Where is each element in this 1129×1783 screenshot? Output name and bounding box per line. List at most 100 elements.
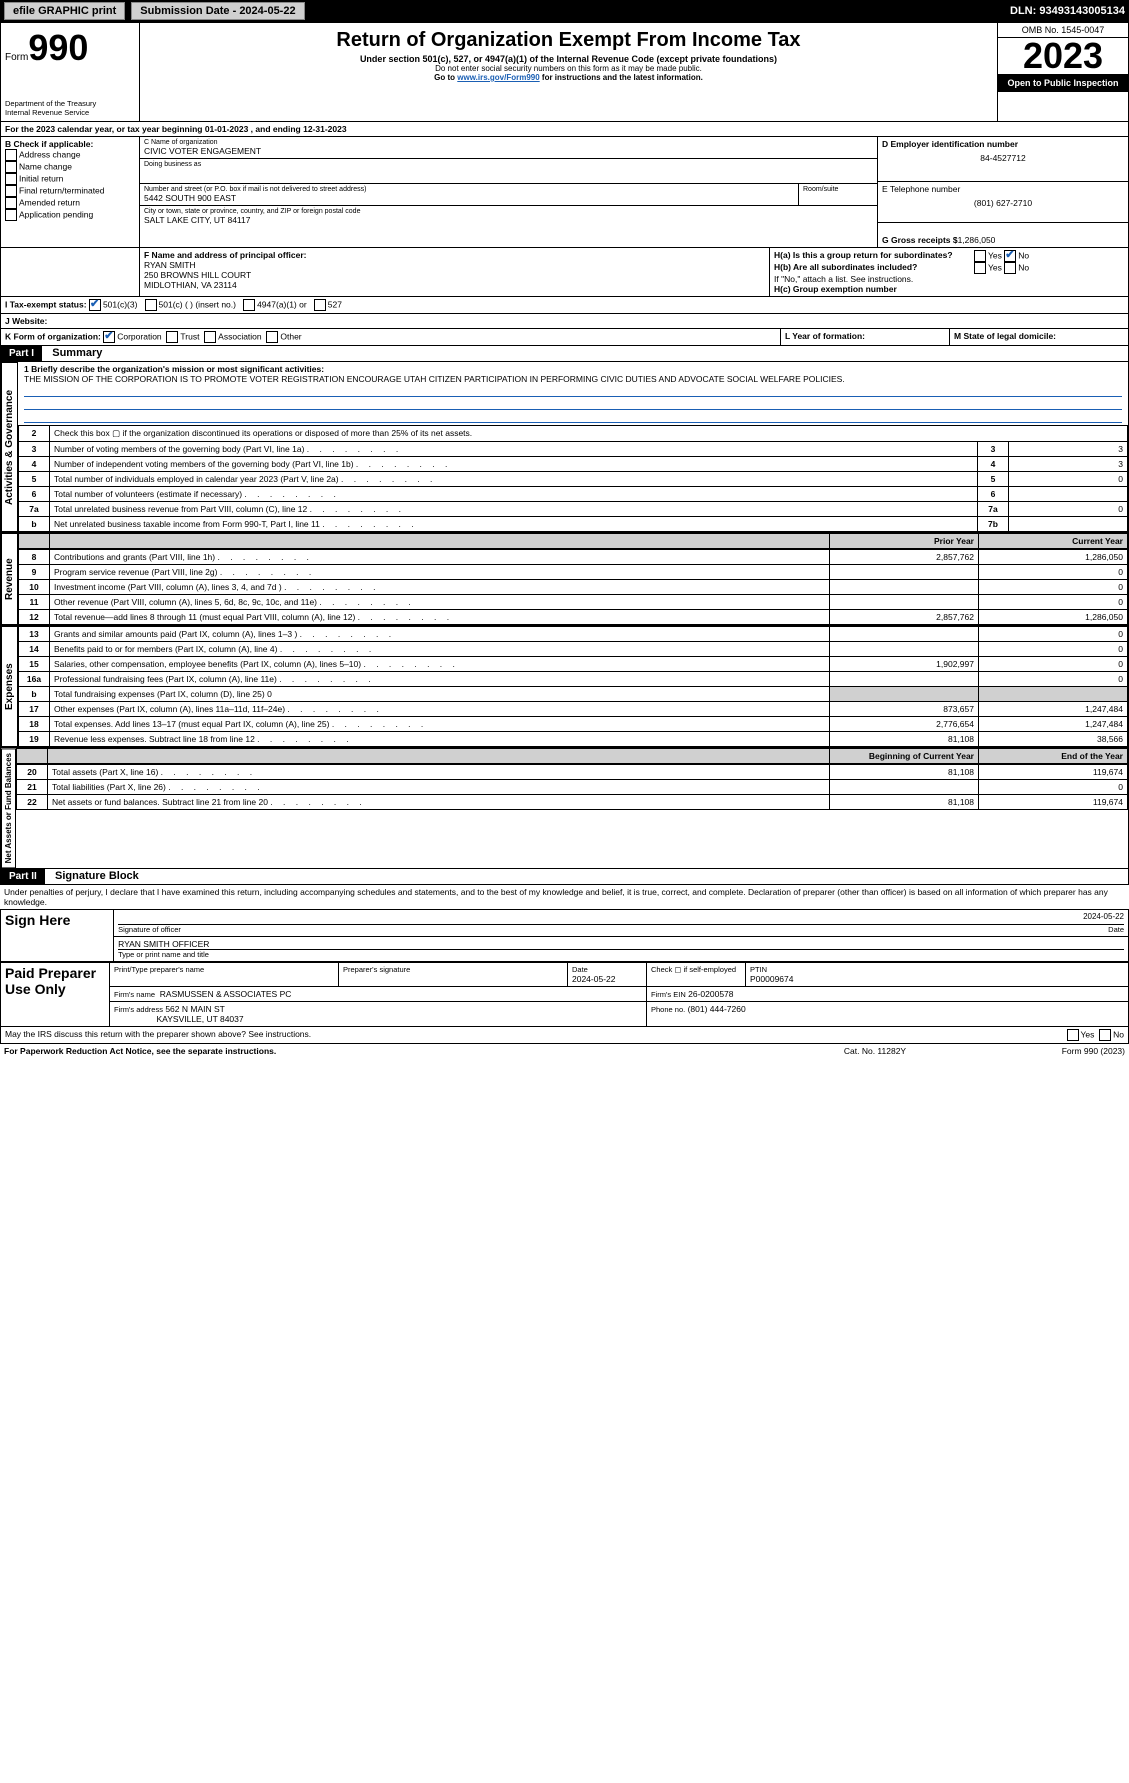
firm-name: RASMUSSEN & ASSOCIATES PC: [160, 989, 292, 999]
org-city: SALT LAKE CITY, UT 84117: [144, 215, 873, 225]
section-revenue: Revenue: [1, 533, 18, 625]
current-year-header: Current Year: [979, 534, 1128, 549]
checkbox-initial-return[interactable]: [5, 173, 17, 185]
open-inspection: Open to Public Inspection: [998, 74, 1128, 92]
ein-label: D Employer identification number: [882, 139, 1124, 149]
checkbox-name-change[interactable]: [5, 161, 17, 173]
part2-sub: Signature Block: [47, 870, 139, 882]
website-label: J Website:: [5, 316, 47, 326]
ein-value: 84-4527712: [882, 153, 1124, 163]
phone-value: (801) 627-2710: [882, 198, 1124, 208]
officer-signature: RYAN SMITH OFFICER: [118, 939, 1124, 950]
prep-name-label: Print/Type preparer's name: [114, 965, 334, 974]
phone-label: E Telephone number: [882, 184, 1124, 194]
perjury-declaration: Under penalties of perjury, I declare th…: [0, 885, 1129, 909]
beginning-year-header: Beginning of Current Year: [830, 749, 979, 764]
ha-label: H(a) Is this a group return for subordin…: [774, 250, 974, 262]
form990-link[interactable]: www.irs.gov/Form990: [457, 73, 539, 82]
cat-no: Cat. No. 11282Y: [775, 1046, 975, 1056]
ptin-value: P00009674: [750, 974, 1124, 984]
paperwork-notice: For Paperwork Reduction Act Notice, see …: [4, 1046, 775, 1056]
checkbox-address-change[interactable]: [5, 149, 17, 161]
checkbox-trust[interactable]: [166, 331, 178, 343]
submission-date-button[interactable]: Submission Date - 2024-05-22: [131, 2, 304, 20]
firm-ein-label: Firm's EIN: [651, 990, 686, 999]
gross-value: 1,286,050: [958, 235, 996, 245]
checkbox-app-pending[interactable]: [5, 209, 17, 221]
sig-officer-label: Signature of officer: [118, 925, 1108, 934]
form-header: Form990 Department of the Treasury Inter…: [0, 22, 1129, 122]
checkbox-sub-yes[interactable]: [974, 262, 986, 274]
gross-label: G Gross receipts $: [882, 235, 958, 245]
prior-year-header: Prior Year: [830, 534, 979, 549]
checkbox-group-no[interactable]: [1004, 250, 1016, 262]
firm-ein: 26-0200578: [688, 989, 733, 999]
form-number: 990: [28, 27, 88, 68]
form-subtitle-2: Do not enter social security numbers on …: [144, 64, 993, 73]
end-year-header: End of the Year: [979, 749, 1128, 764]
sign-here-label: Sign Here: [1, 910, 114, 962]
officer-name: RYAN SMITH: [144, 260, 765, 270]
tax-year: 2023: [998, 38, 1128, 74]
top-bar: efile GRAPHIC print Submission Date - 20…: [0, 0, 1129, 22]
checkbox-sub-no[interactable]: [1004, 262, 1016, 274]
checkbox-group-yes[interactable]: [974, 250, 986, 262]
checkbox-final-return[interactable]: [5, 185, 17, 197]
year-formation-label: L Year of formation:: [785, 331, 865, 341]
city-label: City or town, state or province, country…: [144, 208, 873, 215]
dba-label: Doing business as: [144, 161, 873, 168]
dept-label: Department of the Treasury: [5, 99, 135, 108]
paid-preparer-label: Paid Preparer Use Only: [1, 963, 110, 1027]
section-net-assets: Net Assets or Fund Balances: [1, 748, 16, 868]
date-label: Date: [1108, 925, 1124, 934]
checkbox-discuss-no[interactable]: [1099, 1029, 1111, 1041]
hc-label: H(c) Group exemption number: [774, 284, 1124, 294]
checkbox-501c[interactable]: [145, 299, 157, 311]
sign-date: 2024-05-22: [1083, 912, 1124, 921]
hb-note: If "No," attach a list. See instructions…: [774, 274, 1124, 284]
section-expenses: Expenses: [1, 626, 18, 747]
officer-addr1: 250 BROWNS HILL COURT: [144, 270, 765, 280]
ptin-label: PTIN: [750, 965, 1124, 974]
line-a: For the 2023 calendar year, or tax year …: [0, 122, 1129, 137]
checkbox-discuss-yes[interactable]: [1067, 1029, 1079, 1041]
checkbox-4947[interactable]: [243, 299, 255, 311]
efile-print-button[interactable]: efile GRAPHIC print: [4, 2, 125, 20]
firm-addr-label: Firm's address: [114, 1005, 163, 1014]
form-subtitle-1: Under section 501(c), 527, or 4947(a)(1)…: [144, 54, 993, 64]
goto-text-2: for instructions and the latest informat…: [540, 73, 703, 82]
firm-addr1: 562 N MAIN ST: [165, 1004, 225, 1014]
tax-exempt-label: I Tax-exempt status:: [5, 299, 87, 309]
checkbox-501c3[interactable]: [89, 299, 101, 311]
checkbox-corp[interactable]: [103, 331, 115, 343]
part1-header: Part I: [1, 346, 42, 361]
addr-label: Number and street (or P.O. box if mail i…: [144, 186, 794, 193]
checkbox-other[interactable]: [266, 331, 278, 343]
form-title: Return of Organization Exempt From Incom…: [144, 29, 993, 52]
identity-block: B Check if applicable: Address change Na…: [0, 137, 1129, 248]
box-b-title: B Check if applicable:: [5, 139, 135, 149]
room-label: Room/suite: [803, 186, 873, 193]
hb-label: H(b) Are all subordinates included?: [774, 262, 974, 274]
checkbox-assoc[interactable]: [204, 331, 216, 343]
form-footer: Form 990 (2023): [975, 1046, 1125, 1056]
checkbox-527[interactable]: [314, 299, 326, 311]
discuss-label: May the IRS discuss this return with the…: [5, 1029, 1067, 1041]
org-address: 5442 SOUTH 900 EAST: [144, 193, 794, 203]
section-governance: Activities & Governance: [1, 362, 18, 532]
part2-header: Part II: [1, 869, 45, 884]
checkbox-amended[interactable]: [5, 197, 17, 209]
state-domicile-label: M State of legal domicile:: [954, 331, 1056, 341]
prep-date: 2024-05-22: [572, 974, 642, 984]
mission-text: THE MISSION OF THE CORPORATION IS TO PRO…: [24, 374, 1122, 384]
officer-addr2: MIDLOTHIAN, VA 23114: [144, 280, 765, 290]
goto-text: Go to: [434, 73, 457, 82]
officer-label: F Name and address of principal officer:: [144, 250, 765, 260]
prep-date-label: Date: [572, 965, 642, 974]
org-name-label: C Name of organization: [144, 139, 873, 146]
form-label: Form: [5, 52, 28, 63]
firm-phone: (801) 444-7260: [688, 1004, 746, 1014]
prep-sig-label: Preparer's signature: [343, 965, 563, 974]
org-name: CIVIC VOTER ENGAGEMENT: [144, 146, 873, 156]
irs-label: Internal Revenue Service: [5, 108, 135, 117]
